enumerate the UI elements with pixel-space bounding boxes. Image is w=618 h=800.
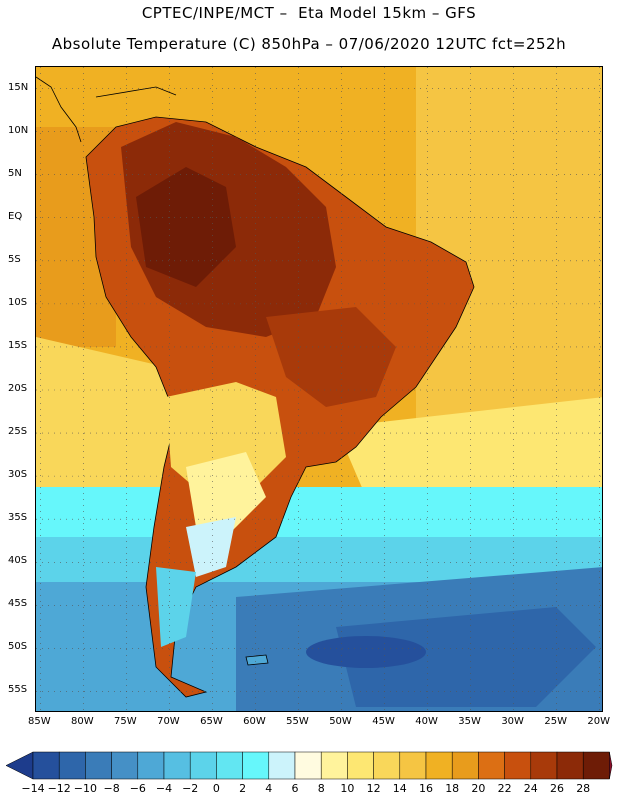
colorbar-level-label: 2 — [239, 782, 247, 795]
colorbar-box — [32, 751, 60, 780]
colorbar-box — [294, 751, 322, 780]
patagonia-region — [156, 567, 196, 647]
colorbar-level-label: 22 — [497, 782, 512, 795]
caribbean-islands — [95, 86, 177, 98]
lat-tick-label: 15N — [8, 81, 29, 93]
colorbar-box — [111, 751, 139, 780]
colorbar-box — [242, 751, 270, 780]
colorbar-level-label: 0 — [212, 782, 220, 795]
colorbar-level-label: −14 — [21, 782, 45, 795]
lon-tick-label: 20W — [587, 716, 610, 727]
lon-tick-label: 70W — [157, 716, 180, 727]
lon-tick-label: 40W — [415, 716, 438, 727]
colorbar-box — [163, 751, 191, 780]
colorbar-level-label: 14 — [392, 782, 407, 795]
map-canvas — [36, 67, 602, 711]
colorbar-box — [189, 751, 217, 780]
colorbar-level-label: 6 — [291, 782, 299, 795]
colorbar-box — [556, 751, 584, 780]
temperature-map — [35, 66, 603, 712]
colorbar-max-arrow — [609, 751, 613, 780]
lat-tick-label: 5N — [8, 167, 22, 179]
lat-tick-label: 55S — [8, 684, 28, 696]
colorbar-box — [216, 751, 243, 780]
lon-tick-label: 85W — [27, 716, 51, 727]
colorbar-level-label: −10 — [73, 782, 97, 795]
colorbar-level-label: 4 — [265, 782, 273, 795]
lon-tick-label: 60W — [243, 716, 266, 727]
coldest-core — [336, 607, 596, 707]
colorbar-level-label: 26 — [550, 782, 564, 795]
colorbar-level-label: 28 — [576, 782, 591, 795]
lat-tick-label: 35S — [8, 512, 28, 524]
lon-tick-label: 65W — [200, 716, 223, 727]
colorbar — [5, 751, 613, 780]
colorbar-box — [85, 751, 112, 780]
colorbar-box — [58, 751, 86, 780]
falkland-islands — [245, 654, 269, 666]
colorbar-level-label: −2 — [182, 782, 199, 795]
colorbar-box — [478, 751, 505, 780]
lat-tick-label: 10S — [8, 296, 28, 308]
lon-tick-label: 55W — [286, 716, 309, 727]
central-america-coast — [36, 76, 82, 143]
colorbar-box — [530, 751, 558, 780]
lat-tick-label: 5S — [8, 253, 21, 265]
colorbar-box — [373, 751, 401, 780]
lon-tick-label: 45W — [372, 716, 395, 727]
colorbar-box — [320, 751, 348, 780]
colorbar-level-label: 18 — [445, 782, 460, 795]
colorbar-box — [451, 751, 479, 780]
lat-tick-label: EQ — [8, 210, 23, 222]
colorbar-box — [347, 751, 374, 780]
pampa-mild-region — [186, 452, 266, 537]
colorbar-box — [425, 751, 453, 780]
colorbar-box — [137, 751, 165, 780]
lon-tick-label: 25W — [544, 716, 567, 727]
colorbar-level-label: 10 — [340, 782, 355, 795]
atlantic-subtropical-band — [336, 397, 602, 517]
pacific-subtropical-band — [36, 337, 196, 487]
colorbar-level-label: −6 — [129, 782, 146, 795]
colorbar-box — [268, 751, 296, 780]
lon-tick-label: 35W — [458, 716, 481, 727]
colorbar-level-label: 20 — [471, 782, 486, 795]
colorbar-level-label: −4 — [155, 782, 173, 795]
lat-tick-label: 15S — [8, 339, 28, 351]
colorbar-box — [582, 751, 610, 780]
lon-tick-label: 30W — [501, 716, 524, 727]
lat-tick-label: 40S — [8, 555, 28, 567]
lat-tick-label: 25S — [8, 426, 28, 438]
colorbar-box — [504, 751, 532, 780]
lat-tick-label: 30S — [8, 469, 28, 481]
colorbar-level-label: −8 — [103, 782, 120, 795]
colorbar-boxes — [5, 751, 613, 780]
lat-tick-label: 10N — [8, 124, 29, 136]
lat-tick-label: 50S — [8, 641, 28, 653]
andes-hot-spot — [136, 167, 236, 287]
lat-tick-label: 20S — [8, 383, 28, 394]
lon-tick-label: 75W — [114, 716, 137, 727]
colorbar-level-label: −12 — [47, 782, 71, 795]
colorbar-level-label: 16 — [419, 782, 433, 795]
colorbar-min-arrow — [5, 751, 34, 780]
colorbar-level-label: 8 — [317, 782, 325, 795]
colorbar-level-label: 24 — [523, 782, 538, 795]
lon-tick-label: 50W — [329, 716, 352, 727]
chart-title-line-2: Absolute Temperature (C) 850hPa – 07/06/… — [51, 35, 567, 53]
cold-core-spot — [306, 636, 426, 668]
colorbar-box — [399, 751, 427, 780]
lon-tick-label: 80W — [71, 716, 94, 727]
colorbar-level-label: 12 — [366, 782, 381, 795]
lat-tick-label: 45S — [8, 598, 28, 610]
chart-title-line-1: CPTEC/INPE/MCT – Eta Model 15km – GFS — [141, 4, 477, 22]
